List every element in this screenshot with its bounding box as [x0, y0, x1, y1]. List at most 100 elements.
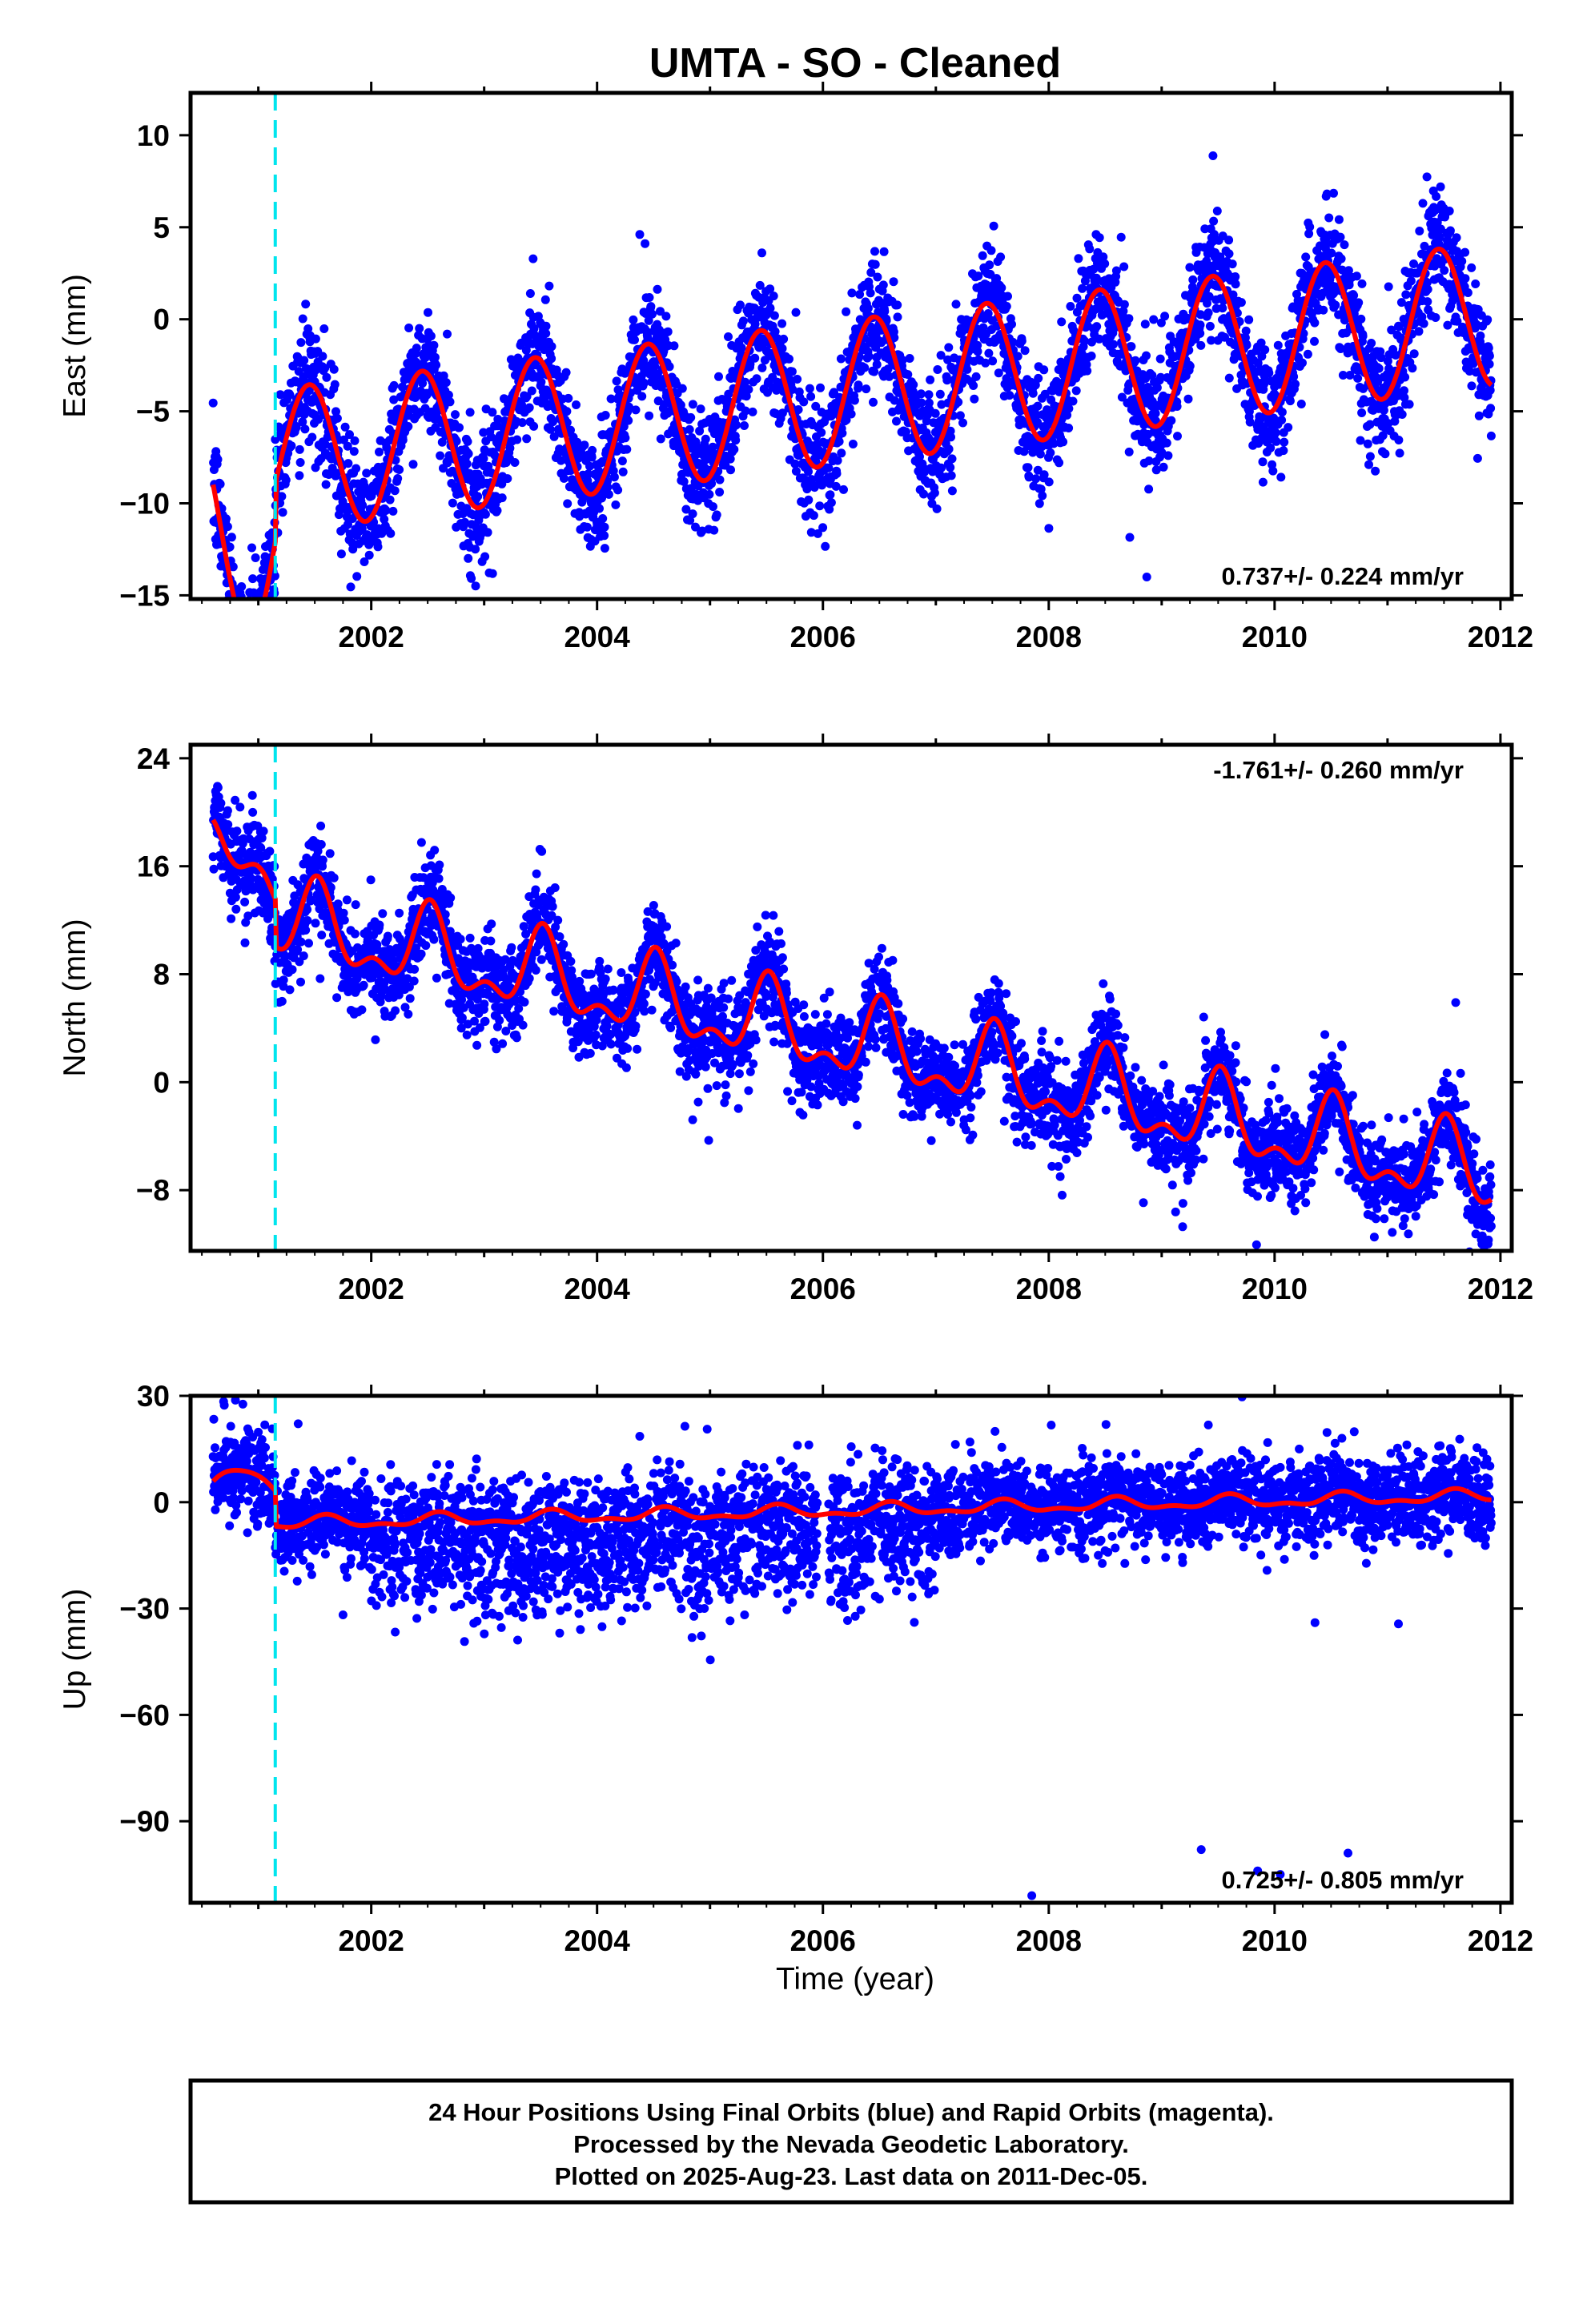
- data-point: [1044, 524, 1054, 533]
- y-tick-label: −10: [119, 487, 170, 520]
- data-point: [445, 397, 455, 407]
- data-point: [613, 485, 623, 495]
- data-point: [247, 543, 256, 553]
- data-point: [804, 495, 814, 505]
- data-point: [247, 637, 256, 645]
- data-point: [1356, 314, 1366, 324]
- data-point: [748, 407, 757, 416]
- data-point: [479, 454, 488, 464]
- data-point: [1363, 439, 1372, 448]
- data-point: [227, 914, 236, 923]
- data-point: [582, 522, 592, 532]
- data-point: [1109, 340, 1118, 349]
- data-point: [807, 475, 817, 485]
- data-point: [1034, 373, 1043, 383]
- data-point: [745, 360, 755, 369]
- data-point: [231, 619, 240, 628]
- data-point: [898, 356, 907, 365]
- data-point: [661, 312, 671, 321]
- data-point: [395, 908, 404, 918]
- data-point: [242, 608, 251, 617]
- data-point: [946, 463, 955, 472]
- data-point: [1445, 226, 1455, 235]
- data-point: [612, 376, 621, 386]
- data-point: [295, 444, 304, 454]
- data-point: [455, 423, 464, 432]
- data-point: [1003, 292, 1012, 301]
- data-point: [893, 300, 902, 310]
- data-point: [793, 375, 802, 384]
- data-point: [566, 425, 575, 435]
- data-point: [709, 525, 719, 535]
- data-point: [741, 377, 750, 387]
- data-point: [464, 553, 473, 563]
- data-point: [277, 492, 287, 501]
- data-point: [1044, 477, 1054, 487]
- data-point: [548, 417, 557, 427]
- data-point: [777, 319, 787, 328]
- data-point: [232, 826, 242, 836]
- data-point: [1038, 491, 1047, 501]
- data-point: [609, 472, 619, 482]
- data-point: [1017, 336, 1027, 346]
- data-point: [946, 432, 955, 442]
- y-tick-label: 10: [137, 119, 170, 152]
- x-tick-label: 2008: [1016, 621, 1082, 653]
- data-point: [239, 645, 247, 653]
- data-point: [330, 380, 339, 389]
- data-point: [332, 413, 342, 423]
- data-point: [1055, 458, 1064, 468]
- data-point: [815, 501, 825, 511]
- data-point: [821, 541, 830, 551]
- data-point: [247, 649, 256, 658]
- data-point: [817, 428, 826, 437]
- data-point: [404, 1009, 413, 1019]
- data-point: [373, 542, 383, 552]
- data-point: [873, 272, 882, 282]
- y-axis-label: East (mm): [58, 274, 92, 418]
- data-point: [1423, 297, 1432, 307]
- data-point: [744, 384, 753, 394]
- data-point: [1258, 457, 1268, 467]
- data-point: [1406, 276, 1416, 286]
- data-point: [750, 353, 760, 363]
- data-point: [243, 641, 252, 650]
- data-point: [838, 428, 847, 438]
- data-point: [701, 434, 710, 444]
- data-point: [1394, 436, 1404, 444]
- data-point: [241, 643, 250, 652]
- data-point: [988, 356, 998, 366]
- data-point: [1066, 302, 1075, 311]
- data-point: [1284, 423, 1293, 432]
- data-point: [825, 505, 834, 514]
- data-point: [258, 605, 267, 614]
- data-point: [1100, 259, 1110, 268]
- data-point: [295, 471, 304, 480]
- data-point: [243, 605, 252, 614]
- data-point: [1378, 431, 1388, 440]
- data-point: [1144, 485, 1154, 494]
- data-point: [348, 545, 358, 554]
- data-point: [298, 314, 307, 324]
- data-point: [1119, 300, 1129, 309]
- data-point: [429, 935, 439, 944]
- data-point: [236, 613, 245, 621]
- data-point: [357, 524, 367, 533]
- data-point: [404, 422, 413, 431]
- data-point: [460, 517, 469, 527]
- data-point: [235, 802, 245, 812]
- data-point: [1349, 291, 1359, 300]
- data-point: [1111, 266, 1121, 275]
- data-point: [231, 904, 241, 914]
- data-point: [970, 394, 979, 404]
- data-point: [1020, 346, 1030, 356]
- data-point: [299, 356, 309, 365]
- data-point: [617, 456, 627, 466]
- data-point: [1340, 240, 1349, 250]
- data-point: [799, 397, 809, 407]
- data-point: [412, 344, 421, 353]
- data-point: [224, 614, 233, 623]
- data-point: [1035, 449, 1045, 459]
- data-point: [1074, 254, 1083, 263]
- data-point: [467, 573, 476, 583]
